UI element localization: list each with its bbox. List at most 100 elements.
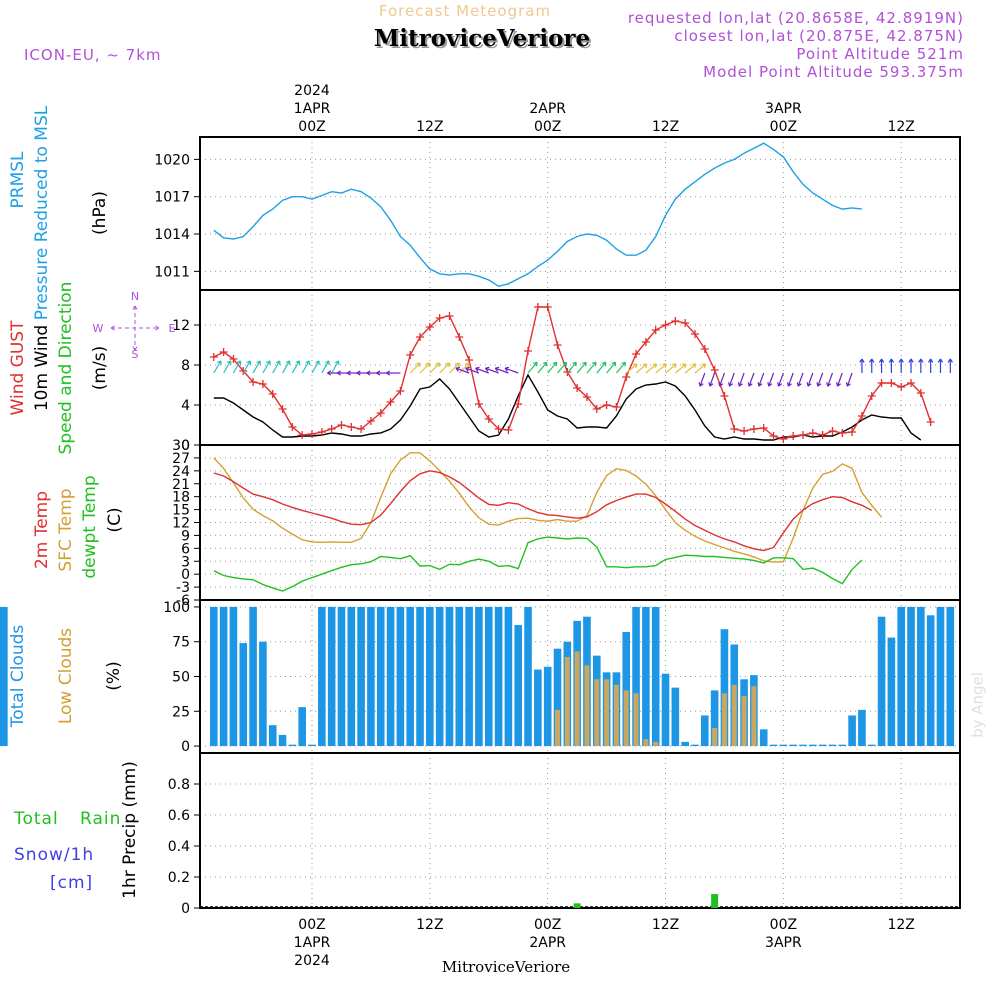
- gust-point: [258, 380, 267, 388]
- wind-direction-arrow: [495, 367, 509, 374]
- wind-direction-arrowhead: [315, 360, 320, 365]
- wind-direction-arrowhead: [533, 361, 538, 367]
- prmsl-unit-label: (hPa): [90, 191, 110, 235]
- gust-point: [514, 400, 523, 408]
- gust-point: [789, 432, 798, 440]
- closest-coords: closest lon,lat (20.875E, 42.875N): [674, 27, 964, 45]
- wind-direction-arrowhead: [836, 382, 842, 387]
- wind-direction-arrowhead: [465, 362, 470, 368]
- wind-direction-arrowhead: [918, 358, 924, 363]
- wind-direction-arrowhead: [796, 382, 802, 387]
- wind-direction-arrow: [439, 362, 450, 374]
- wind-direction-arrowhead: [484, 366, 490, 372]
- gust-point: [779, 435, 788, 443]
- gust-point: [553, 341, 562, 349]
- top-time-label: 3APR: [765, 101, 802, 117]
- total-clouds-bar: [651, 606, 660, 747]
- total-clouds-bar: [416, 606, 424, 747]
- y-tick-label: 1017: [154, 190, 190, 206]
- gust-point: [877, 379, 886, 387]
- y-tick-label: 6: [181, 541, 190, 557]
- wind-direction-arrowhead: [611, 361, 617, 367]
- wind-direction-label: Speed and Direction: [56, 282, 76, 455]
- wind-direction-arrowhead: [226, 360, 232, 365]
- wind-direction-arrow: [291, 360, 300, 374]
- total-clouds-bar: [484, 606, 493, 747]
- total-clouds-bar: [210, 606, 218, 747]
- wind-direction-arrowhead: [376, 370, 381, 376]
- top-time-label: 00Z: [298, 119, 325, 135]
- wind-direction-arrow: [547, 361, 558, 374]
- wind-gust-series-line: [213, 306, 932, 440]
- y-tick-label: 100: [163, 600, 190, 616]
- gust-point: [308, 430, 316, 438]
- wind-direction-arrow: [635, 363, 648, 374]
- gust-point: [897, 383, 906, 391]
- bottom-time-label: 00Z: [298, 917, 325, 933]
- gust-point: [671, 317, 680, 325]
- wind-direction-arrow: [262, 360, 271, 374]
- wind-direction-arrow: [768, 372, 775, 387]
- low-clouds-bar: [633, 693, 639, 747]
- wind-direction-arrow: [596, 361, 607, 374]
- bottom-time-label: 00Z: [534, 917, 561, 933]
- wind-direction-arrow: [738, 372, 745, 387]
- bottom-time-label: 12Z: [416, 917, 443, 933]
- y-tick-label: 0.6: [168, 808, 190, 824]
- total-clouds-bar: [318, 606, 326, 747]
- wind-direction-arrowhead: [928, 358, 934, 363]
- bottom-time-label: 3APR: [765, 935, 802, 951]
- wind-direction-arrow: [282, 360, 291, 374]
- low-clouds-bar: [643, 739, 649, 747]
- gust-point: [366, 417, 375, 425]
- wind-direction-arrow: [797, 372, 804, 387]
- gust-point: [828, 427, 837, 435]
- wind-direction-arrow: [827, 372, 834, 387]
- total-clouds-bar: [278, 734, 287, 747]
- wind-direction-arrow: [709, 372, 716, 387]
- y-tick-label: 8: [181, 358, 190, 374]
- total-clouds-bar: [347, 606, 356, 747]
- wind-direction-arrow: [242, 360, 251, 374]
- gust-point: [268, 390, 277, 398]
- total-clouds-bar: [504, 606, 513, 747]
- wind-direction-arrowhead: [708, 382, 714, 387]
- total-clouds-bar: [838, 744, 847, 747]
- wind-unit-label: (m/s): [90, 346, 110, 390]
- wind-direction-arrow: [527, 361, 538, 374]
- total-clouds-bar: [642, 606, 650, 747]
- total-clouds-bar: [376, 606, 385, 747]
- gust-point: [406, 351, 415, 359]
- total-clouds-bar: [661, 673, 670, 747]
- precip-unit-label: 1hr Precip (mm): [120, 761, 140, 899]
- model-altitude: Model Point Altitude 593.375m: [703, 63, 964, 81]
- gust-point: [376, 409, 385, 417]
- panel-frame-pressure: [199, 136, 961, 291]
- wind-direction-arrowhead: [642, 363, 648, 368]
- y-tick-label: 18: [172, 490, 190, 506]
- gust-point: [219, 348, 228, 356]
- y-tick-label: 0.4: [168, 839, 190, 855]
- total-clouds-bar: [406, 606, 414, 747]
- wind-direction-arrowhead: [366, 370, 371, 376]
- gust-point: [730, 425, 739, 433]
- gust-point: [533, 303, 542, 311]
- y-tick-label: 9: [181, 528, 190, 544]
- wind-direction-arrowhead: [386, 370, 391, 376]
- total-clouds-bar: [239, 643, 248, 747]
- total-clouds-bar: [494, 606, 503, 747]
- rain-bar: [711, 894, 719, 908]
- point-altitude: Point Altitude 521m: [796, 45, 964, 63]
- bottom-time-label: 12Z: [887, 917, 914, 933]
- wind-direction-arrowhead: [256, 360, 261, 365]
- wind-direction-arrow: [778, 372, 784, 387]
- total-clouds-bar: [671, 687, 680, 747]
- total-clouds-bar: [229, 606, 238, 747]
- wind-direction-arrowhead: [465, 366, 470, 372]
- total-clouds-bar: [848, 715, 856, 747]
- total-clouds-bar: [524, 606, 532, 747]
- low-clouds-bar: [604, 679, 610, 747]
- compass-e: E: [169, 322, 176, 335]
- low-clouds-bar: [613, 684, 619, 747]
